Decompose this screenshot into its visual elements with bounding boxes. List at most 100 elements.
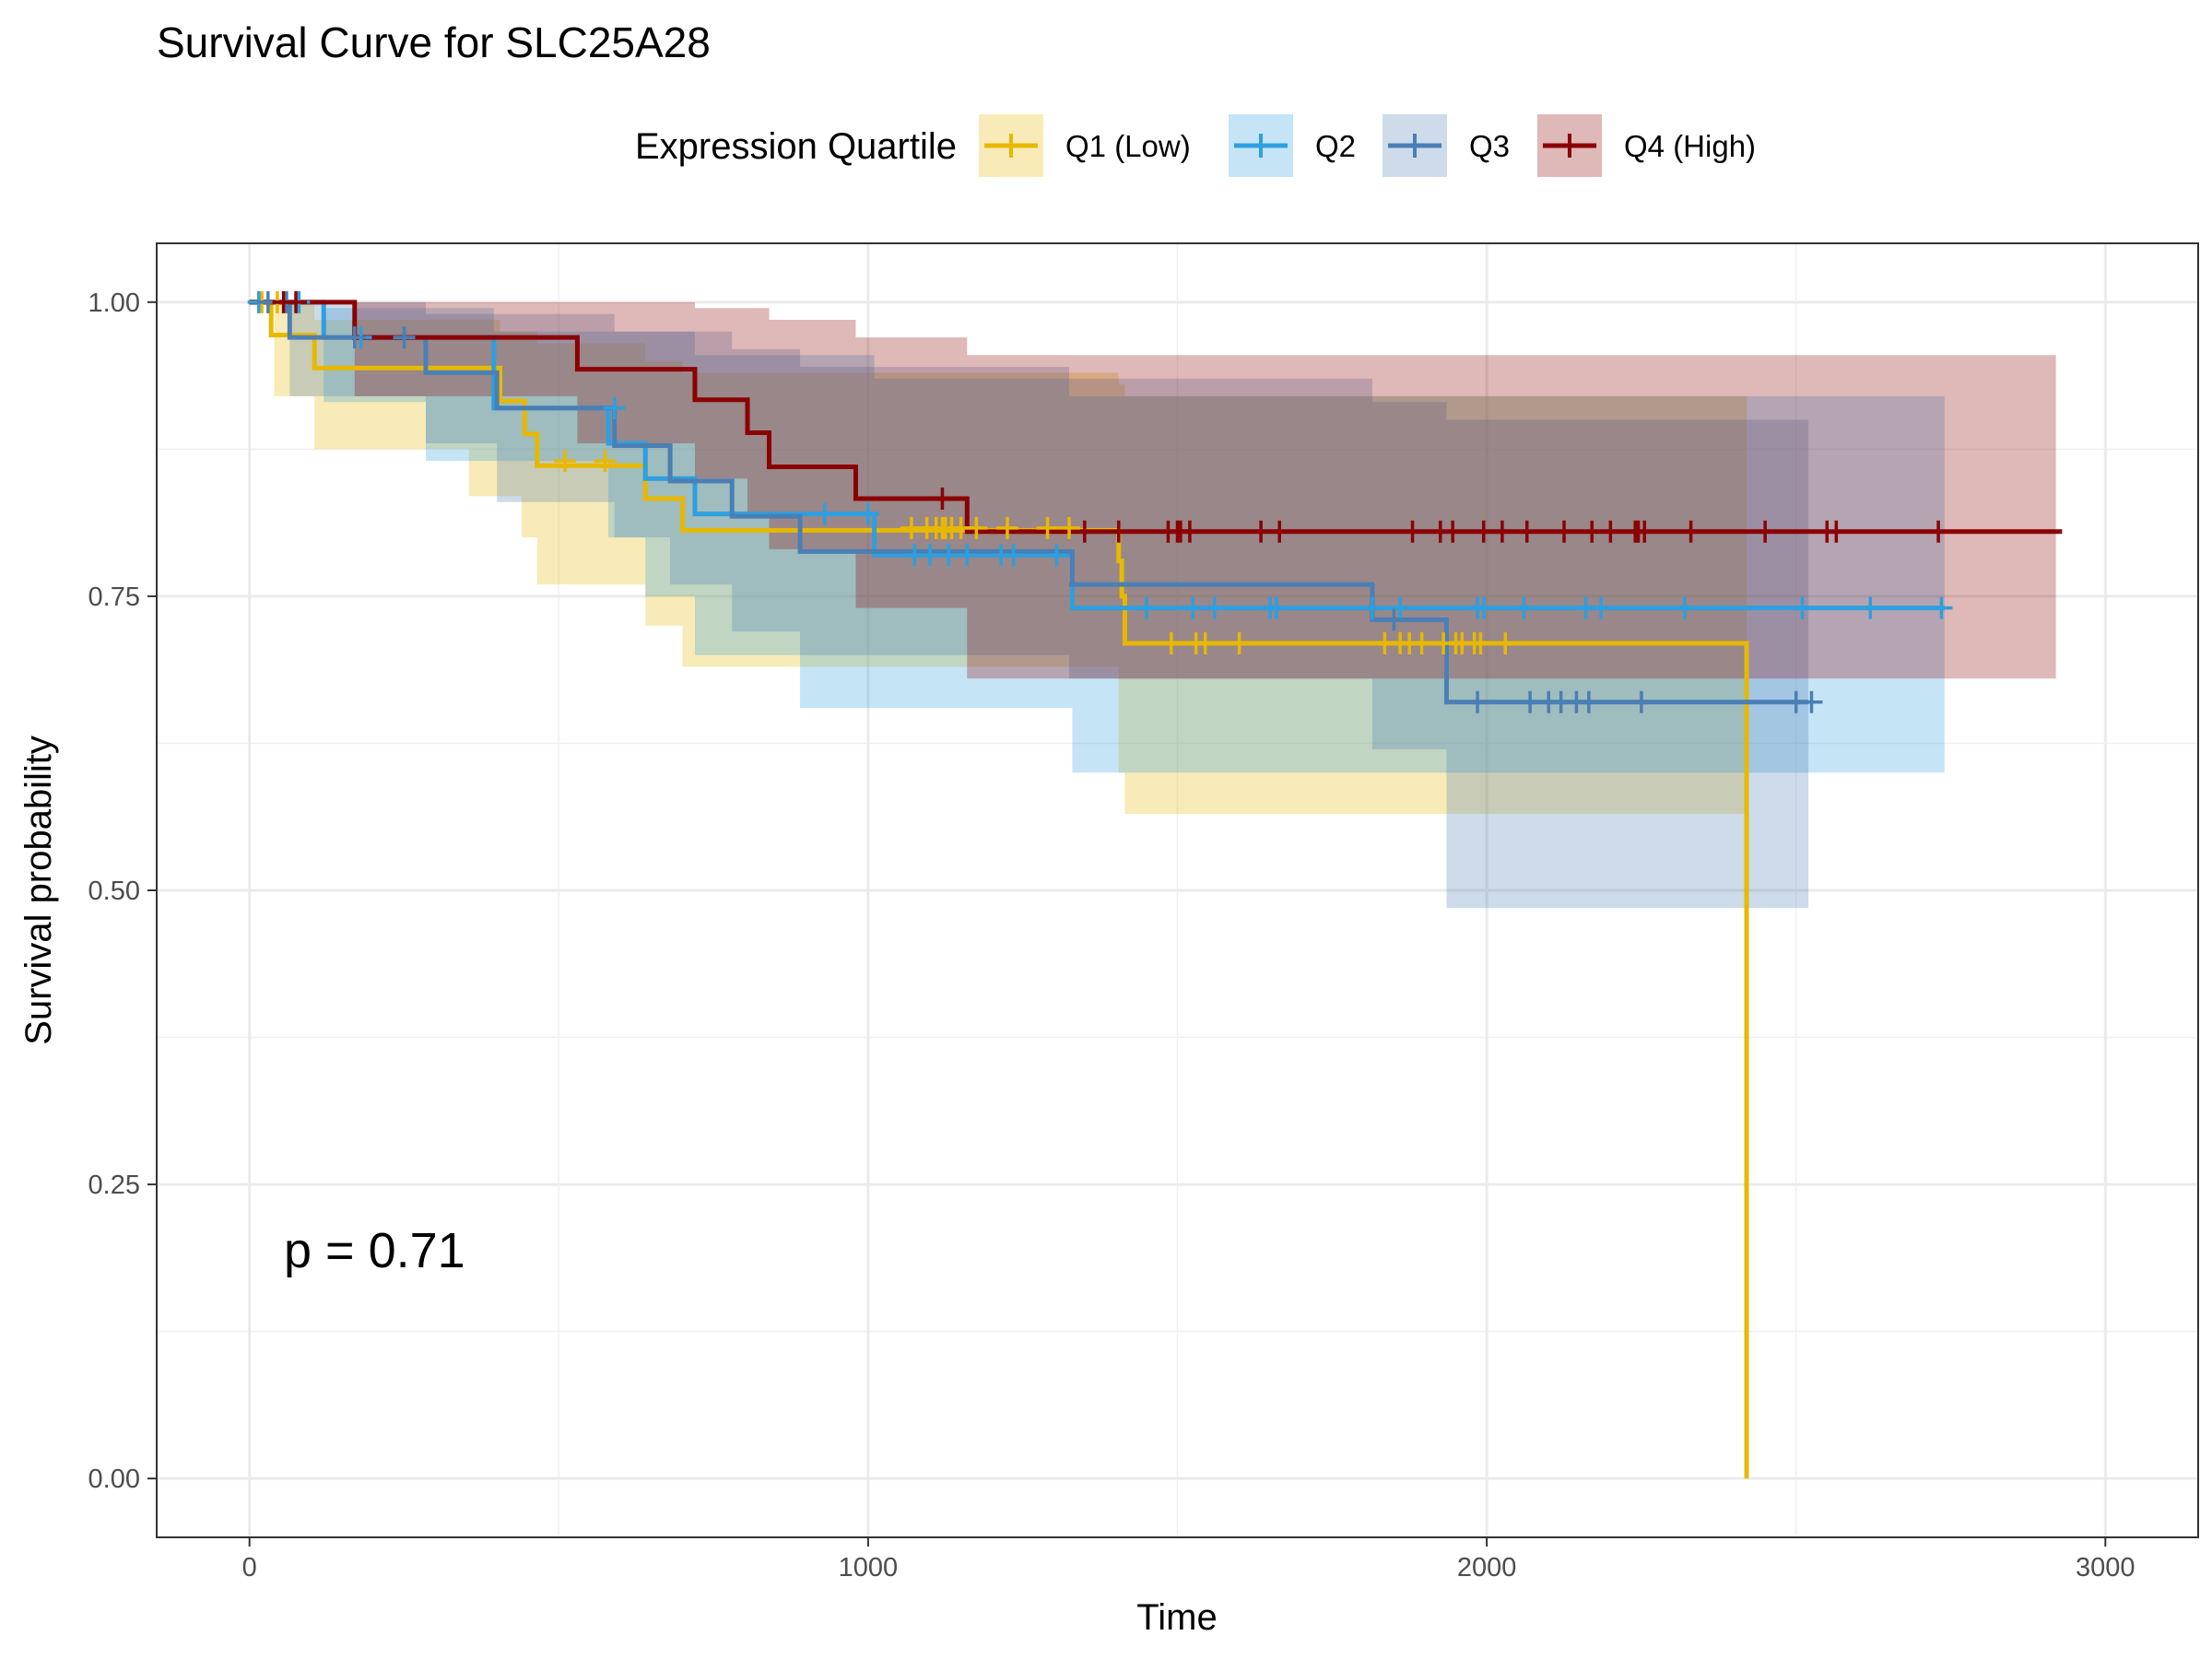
- grid: [157, 243, 2198, 1537]
- legend-key-marker: [1558, 134, 1582, 158]
- x-tick-label: 3000: [2076, 1553, 2136, 1583]
- censor-mark: [937, 544, 960, 567]
- censor-mark: [603, 396, 626, 419]
- censor-mark: [1250, 520, 1273, 543]
- censor-mark: [1679, 520, 1702, 543]
- confidence-band-3: [249, 301, 1809, 909]
- confidence-band-1: [249, 301, 1747, 815]
- legend-item-3: Q3: [1382, 114, 1510, 177]
- confidence-band-4: [249, 301, 2056, 679]
- legend-label: Q4 (High): [1624, 129, 1756, 163]
- x-axis-title: Time: [1136, 1597, 1217, 1638]
- legend-label: Q2: [1315, 129, 1356, 163]
- censor-mark: [1633, 520, 1656, 543]
- censor-mark: [1630, 690, 1653, 713]
- censor-mark: [393, 326, 416, 349]
- censor-mark: [956, 544, 979, 567]
- legend-key-marker: [999, 134, 1023, 158]
- censor-mark: [1045, 544, 1068, 567]
- survival-curve-3: [249, 300, 1809, 705]
- y-tick-label: 0.00: [88, 1465, 140, 1494]
- censor-mark: [1002, 544, 1025, 567]
- x-tick-label: 1000: [839, 1553, 899, 1583]
- censor-mark: [1410, 631, 1433, 654]
- censor-mark: [813, 502, 836, 525]
- censor-mark: [1073, 520, 1096, 543]
- censor-mark: [1927, 520, 1950, 543]
- censor-mark: [1577, 690, 1600, 713]
- censor-mark: [1178, 520, 1201, 543]
- censor-mark: [1930, 596, 1953, 619]
- censor-marks: [247, 290, 1953, 713]
- censor-mark: [965, 516, 988, 539]
- survival-curves: [249, 300, 2063, 1479]
- censor-mark: [1800, 690, 1823, 713]
- confidence-band-2: [249, 301, 1945, 773]
- chart-title: Survival Curve for SLC25A28: [157, 18, 711, 66]
- censor-mark: [1058, 516, 1081, 539]
- legend-label: Q3: [1469, 129, 1510, 163]
- legend-label: Q1 (Low): [1065, 129, 1191, 163]
- censor-mark: [1203, 596, 1226, 619]
- legend-item-4: Q4 (High): [1537, 114, 1756, 177]
- censor-mark: [1472, 596, 1495, 619]
- y-tick-label: 0.25: [88, 1171, 140, 1200]
- censor-mark: [1469, 631, 1492, 654]
- censor-mark: [285, 290, 308, 313]
- censor-mark: [1673, 596, 1696, 619]
- y-axis-ticks: 0.00 0.25 0.50 0.75 1.00: [88, 288, 157, 1494]
- censor-mark: [1036, 516, 1059, 539]
- censor-mark: [1553, 520, 1576, 543]
- censor-mark: [995, 516, 1018, 539]
- confidence-bands: [249, 301, 2056, 909]
- censor-mark: [1194, 631, 1217, 654]
- censor-mark: [1135, 596, 1158, 619]
- censor-mark: [1466, 690, 1489, 713]
- censor-mark: [1825, 520, 1848, 543]
- censor-mark: [1512, 596, 1535, 619]
- censor-mark: [1441, 520, 1465, 543]
- censor-mark: [1401, 520, 1424, 543]
- censor-mark: [1472, 520, 1495, 543]
- legend-key-marker: [1403, 134, 1427, 158]
- censor-mark: [1382, 608, 1406, 631]
- y-tick-label: 0.50: [88, 877, 140, 906]
- legend-item-1: Q1 (Low): [979, 114, 1191, 177]
- censor-mark: [1268, 520, 1291, 543]
- y-axis-title: Survival probability: [18, 735, 59, 1045]
- y-tick-label: 1.00: [88, 288, 140, 318]
- censor-mark: [594, 450, 617, 473]
- censor-mark: [554, 450, 576, 473]
- x-tick-label: 2000: [1457, 1553, 1517, 1583]
- censor-mark: [856, 502, 879, 525]
- legend: Q1 (Low) Q2 Q3 Q4 (High): [979, 114, 1756, 177]
- y-tick-label: 0.75: [88, 582, 140, 612]
- censor-mark: [1159, 631, 1182, 654]
- legend-title: Expression Quartile: [635, 126, 957, 167]
- censor-mark: [1590, 596, 1613, 619]
- censor-mark: [1107, 520, 1130, 543]
- p-value-annotation: p = 0.71: [284, 1223, 465, 1278]
- censor-mark: [1859, 596, 1882, 619]
- censor-mark: [931, 487, 954, 510]
- censor-mark: [1490, 520, 1513, 543]
- censor-mark: [1389, 596, 1412, 619]
- censor-mark: [1515, 520, 1538, 543]
- censor-mark: [1791, 596, 1814, 619]
- censor-mark: [1228, 631, 1251, 654]
- censor-mark: [1754, 520, 1777, 543]
- legend-key-marker: [1249, 134, 1273, 158]
- x-tick-label: 0: [242, 1553, 257, 1583]
- censor-mark: [1519, 690, 1542, 713]
- censor-mark: [1581, 520, 1604, 543]
- censor-mark: [1494, 631, 1517, 654]
- censor-mark: [1599, 520, 1622, 543]
- censor-mark: [1360, 596, 1383, 619]
- legend-item-2: Q2: [1229, 114, 1356, 177]
- x-axis-ticks: 0 1000 2000 3000: [242, 1537, 2136, 1583]
- censor-mark: [1265, 596, 1288, 619]
- censor-mark: [343, 326, 366, 349]
- survival-curve-4: [249, 300, 2063, 535]
- censor-mark: [1182, 596, 1205, 619]
